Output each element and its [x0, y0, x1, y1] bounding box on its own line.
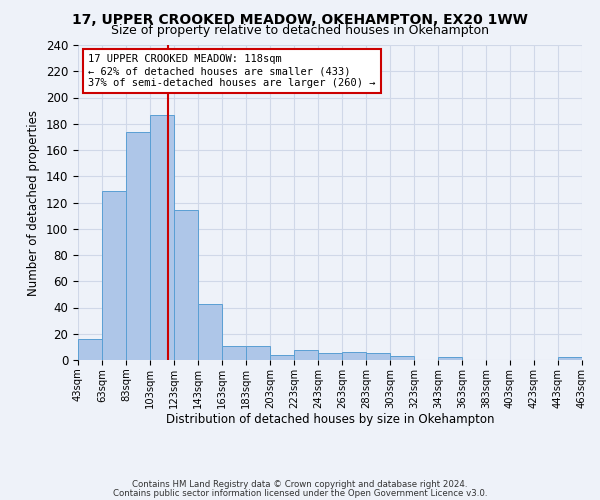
Bar	[198, 304, 222, 360]
Text: 17, UPPER CROOKED MEADOW, OKEHAMPTON, EX20 1WW: 17, UPPER CROOKED MEADOW, OKEHAMPTON, EX…	[72, 12, 528, 26]
Bar	[174, 210, 198, 360]
Bar	[102, 190, 126, 360]
X-axis label: Distribution of detached houses by size in Okehampton: Distribution of detached houses by size …	[166, 414, 494, 426]
Bar	[390, 356, 414, 360]
Bar	[270, 355, 294, 360]
Bar	[366, 354, 390, 360]
Text: Size of property relative to detached houses in Okehampton: Size of property relative to detached ho…	[111, 24, 489, 37]
Text: Contains public sector information licensed under the Open Government Licence v3: Contains public sector information licen…	[113, 488, 487, 498]
Y-axis label: Number of detached properties: Number of detached properties	[28, 110, 40, 296]
Bar	[150, 114, 174, 360]
Bar	[438, 358, 462, 360]
Text: 17 UPPER CROOKED MEADOW: 118sqm
← 62% of detached houses are smaller (433)
37% o: 17 UPPER CROOKED MEADOW: 118sqm ← 62% of…	[88, 54, 376, 88]
Bar	[222, 346, 246, 360]
Bar	[78, 339, 102, 360]
Bar	[318, 354, 342, 360]
Bar	[558, 358, 582, 360]
Bar	[342, 352, 366, 360]
Bar	[246, 346, 270, 360]
Bar	[294, 350, 318, 360]
Text: Contains HM Land Registry data © Crown copyright and database right 2024.: Contains HM Land Registry data © Crown c…	[132, 480, 468, 489]
Bar	[126, 132, 150, 360]
